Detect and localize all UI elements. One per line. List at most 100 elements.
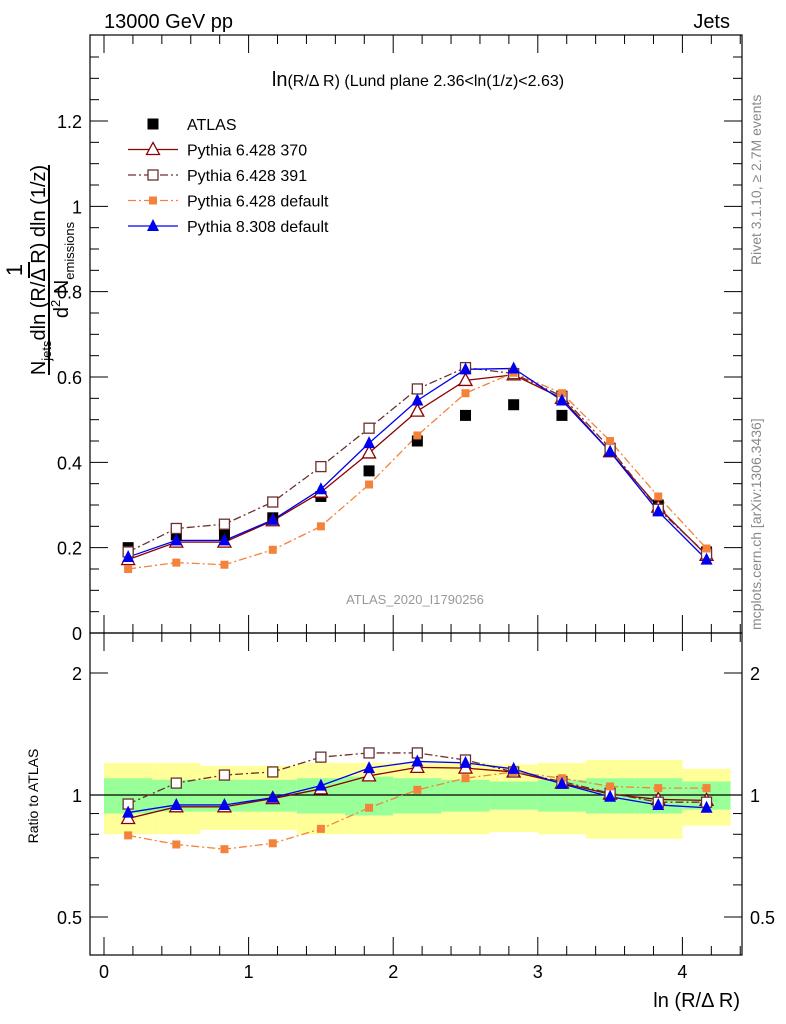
point-pythia-6-428-default — [461, 389, 470, 398]
point-pythia-8-308-default — [507, 361, 520, 374]
point-pythia-8-308-default — [700, 552, 713, 565]
ratio-point-pythia-6-428-default — [606, 782, 615, 791]
ratio-point-pythia-6-428-391 — [315, 751, 327, 763]
legend: ATLAS Pythia 6.428 370 Pythia 6.428 391 Pyt… — [128, 117, 329, 236]
legend-marker-pythia-6-428-default — [149, 196, 157, 205]
point-pythia-8-308-default — [218, 533, 231, 546]
header-right-label: Jets — [693, 11, 730, 33]
ratio-point-pythia-6-428-391 — [170, 777, 182, 789]
point-atlas — [411, 435, 423, 447]
y-label-n-em: N — [51, 280, 73, 300]
main-plot-series — [120, 361, 715, 573]
header-left-label: 13000 GeV pp — [104, 11, 233, 33]
ratio-point-pythia-6-428-default — [316, 824, 325, 833]
point-pythia-6-428-default — [702, 544, 711, 553]
ratio-point-pythia-6-428-default — [461, 774, 470, 783]
ratio-y-tick-label-right: 1 — [750, 786, 760, 806]
ratio-point-pythia-8-308-default — [218, 797, 231, 810]
point-pythia-6-428-370 — [409, 402, 425, 417]
point-pythia-6-428-default — [365, 480, 374, 489]
point-pythia-8-308-default — [314, 482, 327, 495]
legend-label-pythia-6-428-370: Pythia 6.428 370 — [187, 143, 307, 160]
ratio-point-pythia-6-428-default — [413, 785, 422, 794]
plot-title-ln: ln — [272, 69, 288, 91]
point-pythia-8-308-default — [363, 436, 376, 449]
point-atlas — [460, 409, 471, 421]
point-pythia-6-428-391 — [411, 383, 423, 395]
ratio-point-pythia-6-428-370 — [361, 767, 377, 782]
analysis-watermark: ATLAS_2020_I1790256 — [346, 592, 484, 607]
mcplots-label: mcplots.cern.ch [arXiv:1306.3436] — [748, 418, 764, 630]
ratio-point-pythia-8-308-default — [170, 797, 183, 810]
x-tick-label: 2 — [388, 962, 398, 982]
point-pythia-6-428-default — [172, 558, 181, 567]
ratio-point-pythia-8-308-default — [122, 805, 135, 818]
x-tick-label: 4 — [677, 962, 687, 982]
x-tick-label: 0 — [99, 962, 109, 982]
legend-label-pythia-8-308-default: Pythia 8.308 default — [187, 219, 329, 236]
y-label-jets-sub: jets — [39, 340, 54, 362]
legend-marker-atlas — [147, 118, 159, 130]
ratio-point-pythia-6-428-391 — [267, 766, 279, 778]
point-pythia-6-428-391 — [363, 422, 375, 434]
y-label-d: d — [51, 307, 73, 318]
y-label-numerator: d2 Nemissions — [48, 221, 77, 318]
point-pythia-6-428-default — [557, 389, 566, 398]
plot-title: ln(R/Δ R) (Lund plane 2.36<ln(1/z)<2.63) — [272, 69, 564, 91]
ratio-point-pythia-6-428-default — [365, 803, 374, 812]
ratio-point-pythia-8-308-default — [555, 776, 568, 789]
ratio-point-pythia-8-308-default — [314, 778, 327, 791]
ratio-point-pythia-6-428-default — [702, 784, 711, 793]
tick-labels: 0 1 2 3 4 0 0.2 0.4 0.6 0.8 1 1.2 0.5 0.5 1 1 2 2 — [57, 112, 775, 982]
y-label-one: 1 — [2, 264, 27, 276]
y-label-njets: N — [28, 361, 50, 375]
point-pythia-8-308-default — [122, 550, 135, 563]
legend-label-pythia-6-428-default: Pythia 6.428 default — [187, 194, 329, 211]
legend-label-atlas: ATLAS — [187, 117, 237, 134]
point-pythia-6-428-391 — [315, 460, 327, 473]
ratio-point-pythia-8-308-default — [507, 761, 520, 774]
point-pythia-8-308-default — [459, 362, 472, 375]
ratio-y-tick-label: 1 — [72, 786, 82, 806]
ratio-y-tick-label-right: 0.5 — [750, 908, 775, 928]
point-pythia-8-308-default — [604, 444, 617, 457]
ratio-point-pythia-6-428-default — [268, 839, 277, 848]
ratio-point-pythia-8-308-default — [411, 754, 424, 767]
point-pythia-6-428-391 — [170, 522, 182, 535]
point-pythia-8-308-default — [652, 504, 665, 517]
ratio-point-pythia-6-428-default — [654, 784, 663, 793]
legend-marker-pythia-8-308-default — [147, 219, 159, 231]
axes-ticks — [90, 35, 742, 955]
point-pythia-6-428-391 — [218, 518, 231, 530]
point-pythia-8-308-default — [170, 533, 183, 546]
y-tick-label: 0.2 — [57, 539, 82, 559]
ratio-point-pythia-8-308-default — [266, 790, 279, 803]
ratio-point-pythia-6-428-391 — [363, 747, 375, 759]
y-label-sup: 2 — [48, 300, 63, 307]
ratio-band-inner — [441, 779, 490, 812]
ratio-y-tick-label-right: 2 — [750, 664, 760, 684]
y-label-em-sub: emissions — [62, 221, 77, 279]
point-pythia-6-428-default — [268, 545, 277, 554]
y-tick-label: 0.8 — [57, 283, 82, 303]
ratio-point-pythia-8-308-default — [363, 761, 376, 774]
point-pythia-6-428-default — [316, 522, 325, 531]
plot-title-rest: (Lund plane 2.36<ln(1/z)<2.63) — [340, 73, 564, 90]
ratio-point-pythia-8-308-default — [652, 797, 665, 810]
ratio-plot-series — [120, 747, 715, 854]
point-pythia-6-428-default — [124, 565, 133, 573]
legend-label-pythia-6-428-391: Pythia 6.428 391 — [187, 168, 307, 185]
y-tick-label: 0 — [72, 624, 82, 644]
point-pythia-6-428-391 — [267, 496, 279, 508]
ratio-plot-frame — [89, 632, 743, 956]
main-y-axis-label: 1 Njetsdln (R/Δ R) dln (1/z) d2 Nemissio… — [2, 165, 77, 375]
x-tick-label: 3 — [533, 962, 543, 982]
y-tick-label: 1.2 — [57, 112, 82, 132]
ratio-point-pythia-6-428-391 — [218, 769, 231, 781]
ratio-point-pythia-6-428-default — [124, 831, 133, 840]
point-pythia-6-428-default — [413, 431, 422, 440]
y-tick-label: 1 — [72, 197, 82, 217]
point-pythia-8-308-default — [266, 512, 279, 525]
y-tick-label: 0.4 — [57, 453, 82, 473]
